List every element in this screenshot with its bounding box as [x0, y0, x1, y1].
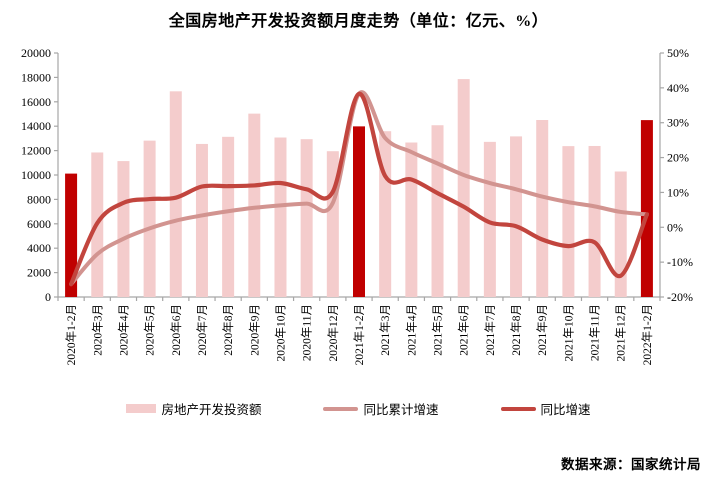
left-axis-label: 4000 — [27, 241, 51, 255]
right-axis-label: 40% — [667, 81, 689, 95]
right-axis-label: 30% — [667, 116, 689, 130]
left-axis-label: 0 — [45, 290, 51, 304]
chart-canvas: 0 2000 4000 6000 8000 10000 12000 14000 16000 180… — [21, 46, 693, 365]
bar — [195, 143, 208, 297]
left-axis-label: 12000 — [21, 144, 51, 158]
x-axis-category-label: 2020年1-2月 — [64, 304, 78, 365]
bar — [300, 139, 313, 297]
legend-label-yoy-growth: 同比增速 — [540, 403, 591, 417]
x-axis-category-label: 2021年9月 — [535, 304, 549, 356]
x-axis-category-label: 2020年10月 — [273, 304, 287, 362]
left-axis-label: 14000 — [21, 119, 51, 133]
data-source-note: 数据来源：国家统计局 — [561, 457, 701, 472]
left-axis-label: 20000 — [21, 46, 51, 60]
x-axis-category-label: 2021年4月 — [404, 304, 418, 356]
x-axis-category-label: 2021年12月 — [614, 304, 628, 362]
left-axis-label: 6000 — [27, 217, 51, 231]
bar — [562, 146, 575, 297]
left-axis-label: 18000 — [21, 70, 51, 84]
x-axis-category-label: 2020年6月 — [169, 304, 183, 356]
x-axis-category-label: 2021年3月 — [378, 304, 392, 356]
bar — [274, 137, 287, 297]
legend-bar-swatch — [126, 404, 157, 413]
line-yoy-growth — [68, 91, 650, 287]
legend-item-yoy-growth: 同比增速 — [500, 399, 591, 418]
chart-title: 全国房地产开发投资额月度走势（单位：亿元、%） — [168, 13, 549, 30]
bar-highlight — [353, 126, 365, 298]
legend-item-investment: 房地产开发投资额 — [126, 399, 261, 418]
bar — [588, 145, 601, 297]
x-axis-category-label: 2021年10月 — [561, 304, 575, 362]
x-axis-category-label: 2020年3月 — [90, 304, 104, 356]
x-axis-category-label: 2021年5月 — [431, 304, 445, 356]
x-axis-category-label: 2022年1-2月 — [640, 304, 654, 365]
bar — [405, 142, 418, 297]
legend-label-investment: 房地产开发投资额 — [161, 403, 262, 417]
legend-label-cumulative-growth: 同比累计增速 — [363, 403, 439, 417]
x-axis-category-label: 2020年12月 — [326, 304, 340, 362]
left-axis-label: 10000 — [21, 168, 51, 182]
right-axis-label: -10% — [667, 255, 693, 269]
x-axis-category-label: 2020年11月 — [300, 304, 314, 361]
bar — [614, 171, 627, 297]
x-axis-category-label: 2020年5月 — [143, 304, 157, 356]
left-axis-label: 2000 — [27, 266, 51, 280]
left-axis-label: 8000 — [27, 192, 51, 206]
right-axis-label: 20% — [667, 151, 689, 165]
x-axis-category-label: 2020年7月 — [195, 304, 209, 356]
bar — [431, 125, 444, 297]
legend: 房地产开发投资额 同比累计增速 同比增速 — [0, 399, 717, 418]
x-axis-category-label: 2021年6月 — [457, 304, 471, 356]
legend-item-cumulative-growth: 同比累计增速 — [323, 399, 439, 418]
bar — [117, 161, 130, 297]
x-axis-category-label: 2021年7月 — [483, 304, 497, 356]
x-axis-category-label: 2021年11月 — [588, 304, 602, 361]
x-axis-category-label: 2020年4月 — [116, 304, 130, 356]
bar — [169, 91, 182, 297]
x-axis-category-label: 2020年8月 — [221, 304, 235, 356]
legend-line-swatch-cumulative — [323, 406, 359, 411]
left-axis-label: 16000 — [21, 95, 51, 109]
right-axis-label: 0% — [667, 220, 683, 234]
bar-highlight — [65, 173, 78, 297]
bar — [379, 131, 392, 297]
bar — [222, 136, 235, 297]
x-axis-category-label: 2021年1-2月 — [352, 304, 366, 365]
bar — [536, 120, 549, 297]
bar — [457, 79, 470, 298]
bar — [143, 140, 156, 297]
bar — [510, 136, 523, 297]
x-axis-category-label: 2021年8月 — [509, 304, 523, 356]
right-axis-label: -20% — [667, 290, 693, 304]
right-axis-label: 10% — [667, 185, 689, 199]
legend-line-swatch-yoy — [500, 406, 536, 411]
right-axis-label: 50% — [667, 46, 689, 60]
x-axis-category-label: 2020年9月 — [247, 304, 261, 356]
bar — [248, 113, 261, 297]
bar-highlight — [640, 120, 653, 297]
